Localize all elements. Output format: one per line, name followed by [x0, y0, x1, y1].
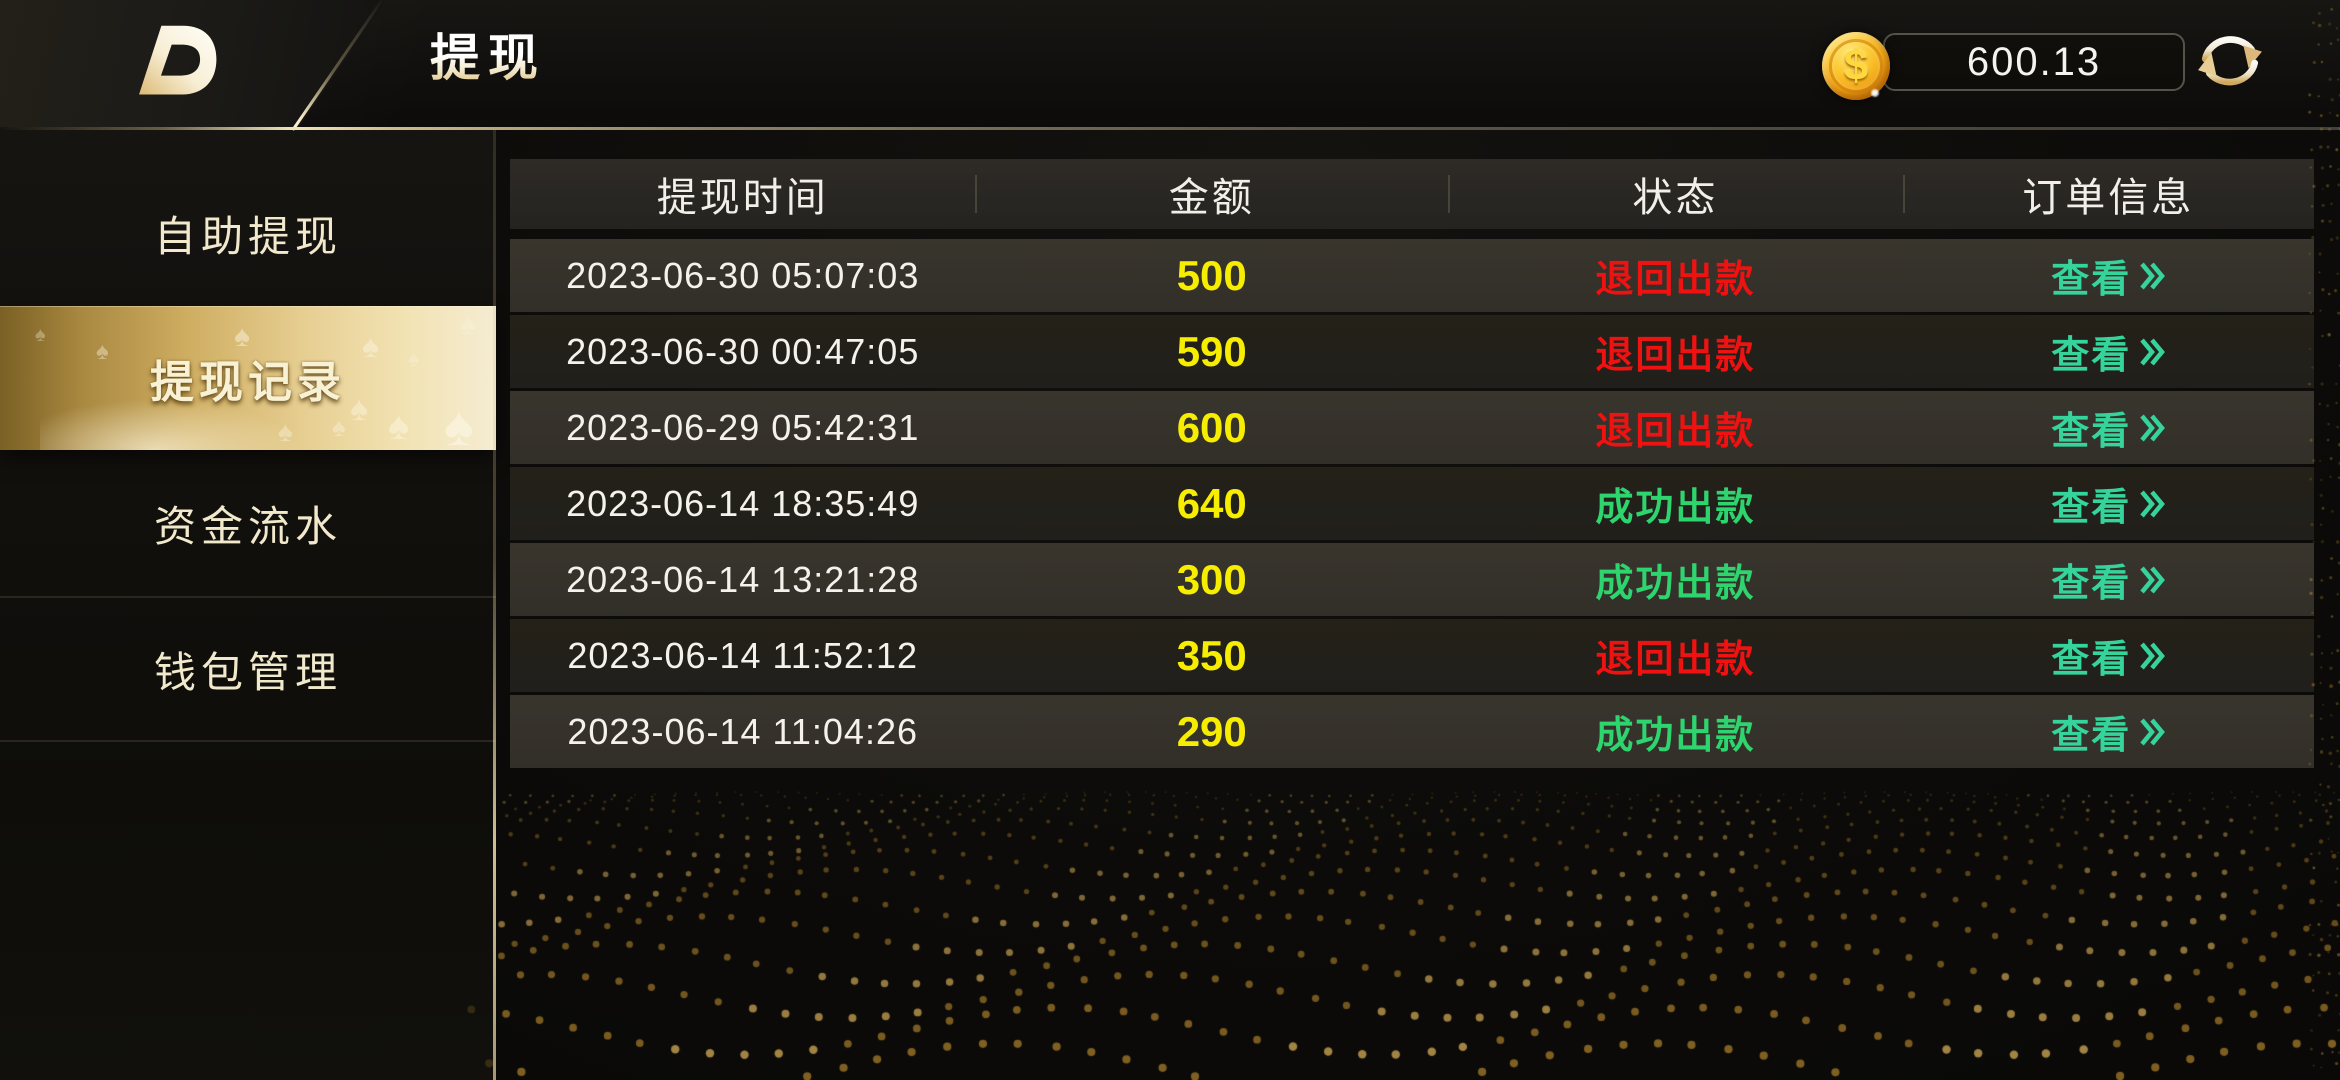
sidebar-item-label: 自助提现 — [153, 212, 342, 260]
withdraw-status: 成功出款 — [1595, 487, 1756, 529]
spade-icon: ♠ — [35, 324, 46, 346]
view-order-label: 查看 — [2051, 563, 2132, 605]
sidebar-item[interactable]: ♠ ♠ ♠ ♠ ♠ ♠ ♠ ♠ ♠ ♠ ♠ 提现记录 — [0, 306, 496, 450]
order-info-cell: 查看 — [1903, 248, 2314, 303]
withdraw-amount: 500 — [1176, 251, 1247, 299]
withdraw-time: 2023-06-14 18:35:49 — [566, 482, 920, 524]
view-order-link[interactable]: 查看 — [2051, 248, 2166, 303]
double-chevron-right-icon — [2140, 414, 2166, 441]
column-header-time: 提现时间 — [656, 176, 829, 220]
withdraw-amount: 350 — [1176, 631, 1247, 679]
page-title: 提现 — [430, 30, 546, 86]
table-row: 2023-06-30 05:07:03 500 退回出款 查看 — [510, 239, 2314, 312]
order-info-cell: 查看 — [1903, 628, 2314, 683]
order-info-cell: 查看 — [1903, 324, 2314, 379]
dollar-symbol: $ — [1843, 41, 1869, 90]
double-chevron-right-icon — [2140, 718, 2166, 745]
refresh-icon — [2198, 36, 2262, 86]
double-chevron-right-icon — [2140, 642, 2166, 669]
withdraw-time: 2023-06-29 05:42:31 — [566, 406, 920, 448]
spade-icon: ♠ — [444, 394, 474, 451]
view-order-link[interactable]: 查看 — [2051, 552, 2166, 607]
view-order-link[interactable]: 查看 — [2051, 476, 2166, 531]
spade-icon: ♠ — [278, 416, 293, 447]
top-bar: 提现 600.13 $ — [0, 0, 2340, 131]
sidebar-item[interactable]: ♠ ♠ ♠ ♠ ♠ ♠ ♠ ♠ ♠ ♠ ♠ 自助提现 — [0, 160, 496, 306]
order-info-cell: 查看 — [1903, 552, 2314, 607]
table-row: 2023-06-14 13:21:28 300 成功出款 查看 — [510, 543, 2314, 616]
double-chevron-right-icon — [2140, 338, 2166, 365]
withdraw-time: 2023-06-14 11:04:26 — [567, 710, 919, 752]
sidebar-item-label: 资金流水 — [153, 502, 342, 550]
view-order-link[interactable]: 查看 — [2051, 704, 2166, 759]
view-order-label: 查看 — [2051, 411, 2132, 453]
withdraw-status: 成功出款 — [1595, 563, 1756, 605]
withdraw-time: 2023-06-30 00:47:05 — [566, 330, 920, 372]
withdraw-amount: 300 — [1176, 555, 1247, 603]
brand-logo-icon[interactable] — [133, 22, 219, 100]
table-body: 2023-06-30 05:07:03 500 退回出款 查看 — [510, 239, 2314, 768]
balance-pill: 600.13 — [1883, 33, 2185, 91]
spade-icon: ♠ — [362, 328, 379, 364]
withdraw-status: 退回出款 — [1595, 639, 1756, 681]
table-row: 2023-06-14 11:52:12 350 退回出款 查看 — [510, 619, 2314, 692]
spade-icon: ♠ — [96, 338, 109, 365]
column-header-amount: 金额 — [975, 165, 1448, 223]
withdraw-amount: 290 — [1176, 707, 1247, 755]
withdraw-amount: 600 — [1176, 403, 1247, 451]
withdraw-status: 退回出款 — [1595, 259, 1756, 301]
withdraw-amount: 590 — [1176, 327, 1247, 375]
table-row: 2023-06-30 00:47:05 590 退回出款 查看 — [510, 315, 2314, 388]
withdraw-status: 退回出款 — [1595, 411, 1756, 453]
spade-icon: ♠ — [388, 404, 410, 448]
refresh-balance-button[interactable] — [2196, 30, 2264, 94]
double-chevron-right-icon — [2140, 490, 2166, 517]
double-chevron-right-icon — [2140, 262, 2166, 289]
spade-icon: ♠ — [460, 308, 476, 341]
spade-icon: ♠ — [332, 412, 346, 442]
column-header-status: 状态 — [1448, 165, 1903, 223]
table-row: 2023-06-14 11:04:26 290 成功出款 查看 — [510, 695, 2314, 768]
withdraw-time: 2023-06-14 11:52:12 — [567, 634, 919, 676]
withdrawal-records-panel: 提现时间 金额 状态 订单信息 2023-06-30 05:07:03 500 … — [510, 159, 2314, 771]
withdraw-status: 退回出款 — [1595, 335, 1756, 377]
sidebar-item[interactable]: ♠ ♠ ♠ ♠ ♠ ♠ ♠ ♠ ♠ ♠ ♠ 钱包管理 — [0, 596, 496, 742]
view-order-link[interactable]: 查看 — [2051, 628, 2166, 683]
sidebar-nav: ♠ ♠ ♠ ♠ ♠ ♠ ♠ ♠ ♠ ♠ ♠ 自助提现 — [0, 160, 496, 742]
coin-sparkle — [1870, 88, 1880, 98]
view-order-label: 查看 — [2051, 487, 2132, 529]
order-info-cell: 查看 — [1903, 476, 2314, 531]
view-order-link[interactable]: 查看 — [2051, 324, 2166, 379]
view-order-link[interactable]: 查看 — [2051, 400, 2166, 455]
sidebar-item-label: 钱包管理 — [153, 648, 342, 696]
table-row: 2023-06-14 18:35:49 640 成功出款 查看 — [510, 467, 2314, 540]
order-info-cell: 查看 — [1903, 400, 2314, 455]
withdraw-status: 成功出款 — [1595, 715, 1756, 757]
sidebar-item-label: 提现记录 — [150, 358, 346, 407]
sidebar: ♠ ♠ ♠ ♠ ♠ ♠ ♠ ♠ ♠ ♠ ♠ 自助提现 — [0, 130, 496, 1080]
sidebar-item[interactable]: ♠ ♠ ♠ ♠ ♠ ♠ ♠ ♠ ♠ ♠ ♠ 资金流水 — [0, 450, 496, 596]
top-bar-gold-divider — [0, 127, 2340, 130]
coin-icon: $ — [1822, 32, 1890, 100]
withdraw-time: 2023-06-30 05:07:03 — [566, 254, 920, 296]
table-row: 2023-06-29 05:42:31 600 退回出款 查看 — [510, 391, 2314, 464]
double-chevron-right-icon — [2140, 566, 2166, 593]
column-header-order: 订单信息 — [1903, 165, 2314, 223]
view-order-label: 查看 — [2051, 715, 2132, 757]
table-header: 提现时间 金额 状态 订单信息 — [510, 159, 2314, 229]
balance-value: 600.13 — [1966, 39, 2102, 84]
spade-icon: ♠ — [350, 390, 369, 428]
view-order-label: 查看 — [2051, 259, 2132, 301]
view-order-label: 查看 — [2051, 639, 2132, 681]
withdraw-amount: 640 — [1176, 479, 1247, 527]
withdraw-time: 2023-06-14 13:21:28 — [566, 558, 920, 600]
order-info-cell: 查看 — [1903, 704, 2314, 759]
view-order-label: 查看 — [2051, 335, 2132, 377]
spade-icon: ♠ — [408, 346, 420, 371]
